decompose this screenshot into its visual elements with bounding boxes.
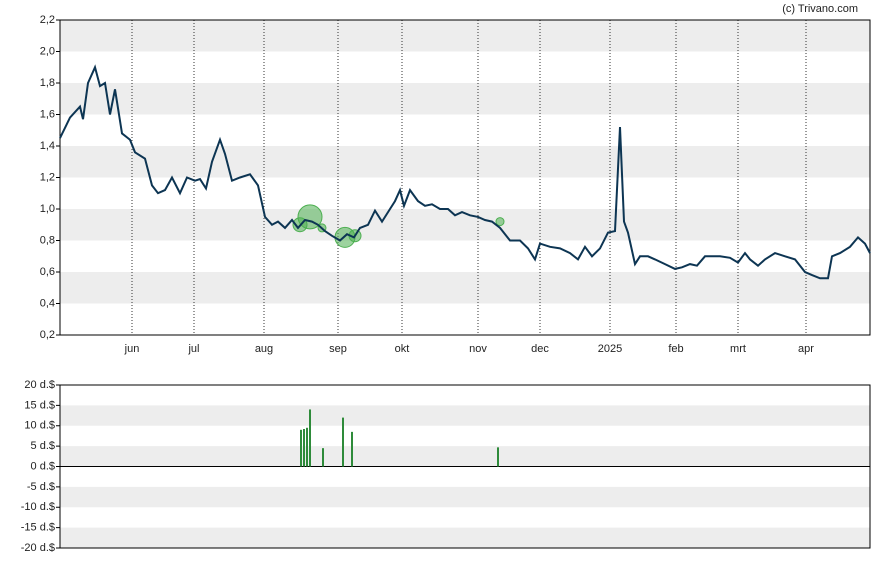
band: [60, 83, 870, 115]
y-tick-label: 1,0: [40, 203, 55, 215]
y-tick-label: 20 d.$: [24, 379, 55, 391]
y-tick-label: 2,2: [40, 14, 55, 26]
y-tick-label: 0,8: [40, 234, 55, 246]
x-tick-label: feb: [668, 343, 683, 355]
x-tick-label: sep: [329, 343, 347, 355]
band: [60, 272, 870, 304]
band: [60, 446, 870, 467]
y-tick-label: 1,4: [40, 140, 55, 152]
y-tick-label: -5 d.$: [27, 481, 55, 493]
y-tick-label: 0,4: [40, 297, 55, 309]
y-tick-label: 2,0: [40, 45, 55, 57]
y-tick-label: 5 d.$: [31, 440, 55, 452]
x-tick-label: jul: [187, 343, 199, 355]
bar: [309, 409, 311, 467]
x-tick-label: jun: [124, 343, 140, 355]
y-tick-label: 1,8: [40, 77, 55, 89]
band: [60, 146, 870, 178]
y-tick-label: -15 d.$: [21, 522, 55, 534]
plot-frame: [59, 19, 871, 336]
y-tick-label: 1,6: [40, 108, 55, 120]
bar: [303, 429, 305, 467]
band: [60, 486, 870, 508]
bar: [306, 427, 308, 467]
y-tick-label: -20 d.$: [21, 542, 55, 554]
band: [60, 405, 870, 426]
y-tick-label: 0,6: [40, 266, 55, 278]
bar: [342, 417, 344, 467]
x-tick-label: mrt: [730, 343, 746, 355]
y-tick-label: 0,2: [40, 329, 55, 341]
x-tick-label: okt: [395, 343, 410, 355]
credit: (c) Trivano.com: [782, 3, 858, 15]
x-tick-label: apr: [798, 343, 814, 355]
bar: [322, 448, 324, 467]
bubble: [495, 217, 505, 227]
x-tick-label: nov: [469, 343, 487, 355]
y-tick-label: 15 d.$: [24, 399, 55, 411]
y-tick-label: 1,2: [40, 171, 55, 183]
bar: [497, 447, 499, 467]
band: [60, 20, 870, 52]
price-line: [59, 64, 871, 280]
band: [60, 527, 870, 548]
bar: [300, 429, 302, 467]
y-tick-label: -10 d.$: [21, 501, 55, 513]
bar: [351, 431, 353, 467]
y-tick-label: 10 d.$: [24, 420, 55, 432]
x-tick-label: 2025: [598, 343, 622, 355]
x-tick-label: aug: [255, 343, 273, 355]
y-tick-label: 0 d.$: [31, 460, 55, 472]
x-tick-label: dec: [531, 343, 549, 355]
